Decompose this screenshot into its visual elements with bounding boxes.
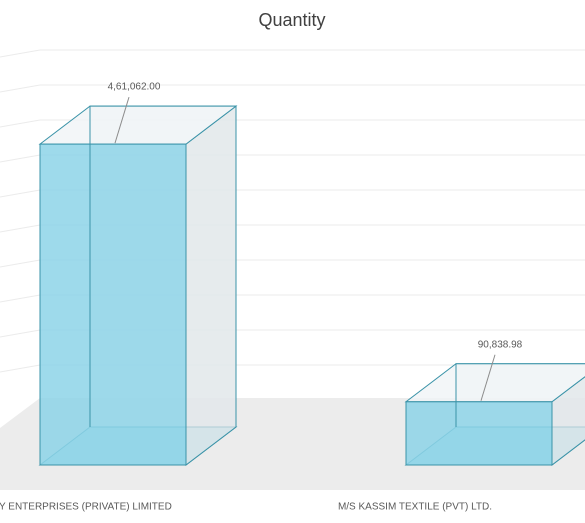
grid-line	[0, 49, 41, 58]
grid-line	[0, 364, 41, 373]
grid-line	[0, 294, 41, 303]
leader-line	[114, 96, 130, 144]
bar-top	[404, 363, 585, 403]
grid-line	[0, 119, 41, 128]
grid-line	[0, 189, 41, 198]
grid-line	[0, 84, 41, 93]
bar-side	[185, 105, 237, 467]
value-label: 90,838.98	[478, 339, 523, 350]
bar-group: 90,838.98	[404, 339, 585, 467]
leader-line	[480, 354, 496, 401]
grid-line	[0, 259, 41, 268]
x-tick-label: M/S KASSIM TEXTILE (PVT) LTD.	[338, 502, 492, 513]
value-label: 4,61,062.00	[108, 82, 161, 93]
bar-group: 4,61,062.00	[38, 82, 238, 467]
chart-title: Quantity	[258, 10, 325, 30]
bar	[39, 143, 187, 466]
x-tick-label: Y ENTERPRISES (PRIVATE) LIMITED	[0, 502, 172, 513]
bar	[405, 401, 553, 466]
grid-line	[0, 329, 41, 338]
grid-line	[0, 154, 41, 163]
grid-line	[0, 224, 41, 233]
